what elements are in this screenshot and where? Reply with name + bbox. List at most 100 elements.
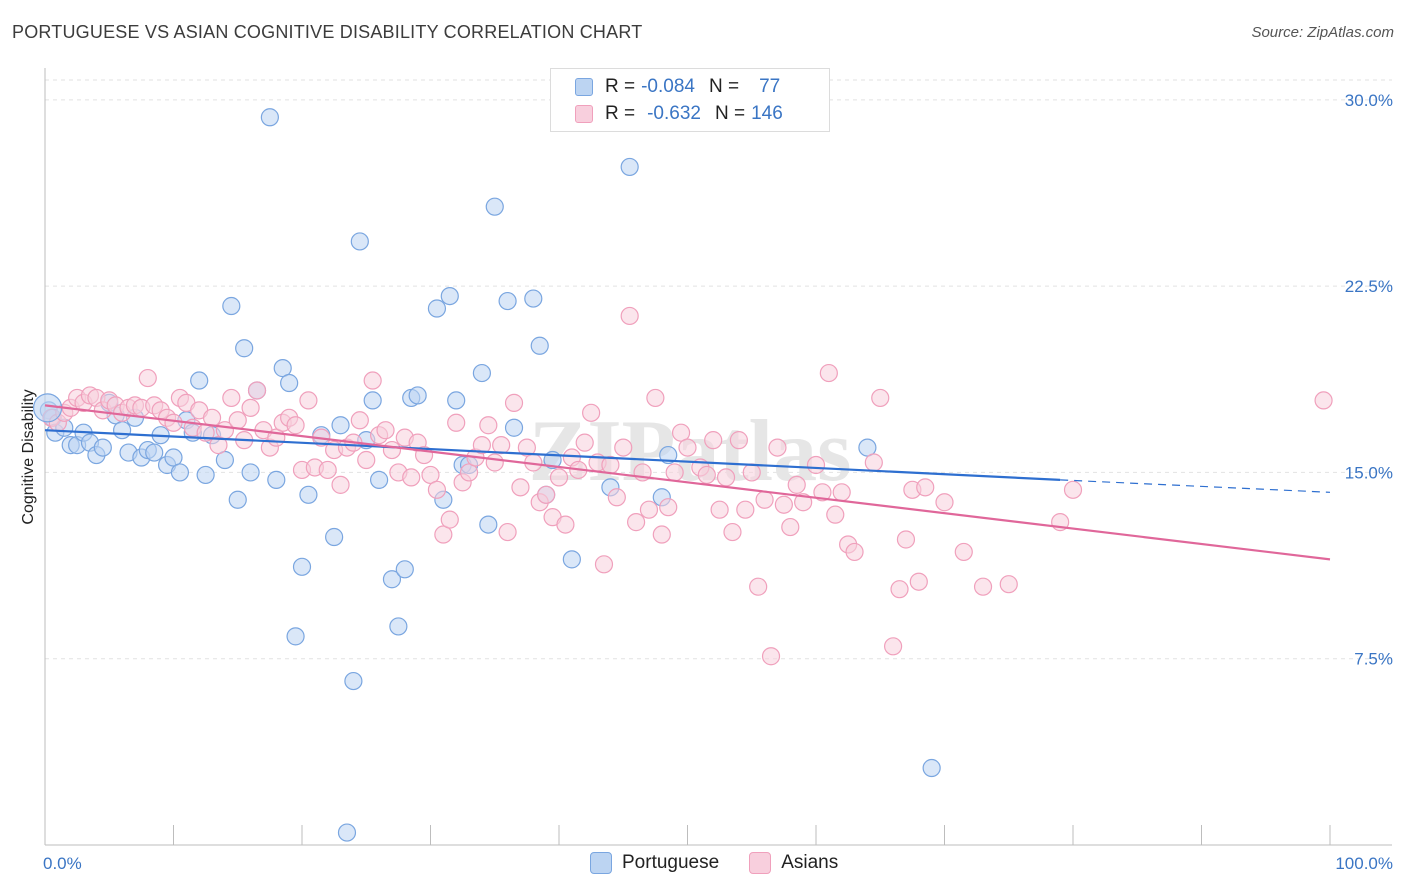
asians-point xyxy=(871,388,890,408)
legend-n-value-portuguese: 77 xyxy=(759,76,781,97)
asians-point xyxy=(427,480,447,499)
portuguese-point xyxy=(382,570,402,589)
asians-point xyxy=(883,637,903,656)
portuguese-point xyxy=(485,197,504,216)
portuguese-point xyxy=(299,485,318,504)
legend-item-portuguese[interactable]: Portuguese xyxy=(590,852,719,874)
asians-point xyxy=(511,478,530,497)
asians-point xyxy=(607,488,626,507)
asians-point xyxy=(665,463,684,482)
portuguese-point xyxy=(524,289,543,308)
asians-point xyxy=(845,542,864,562)
portuguese-point xyxy=(922,758,941,778)
asians-swatch xyxy=(575,105,593,123)
asians-point xyxy=(787,475,806,494)
asians-point xyxy=(678,438,697,457)
asians-point xyxy=(890,580,909,599)
portuguese-point xyxy=(479,515,498,534)
series-legend: Portuguese Asians xyxy=(590,852,868,874)
asians-point xyxy=(768,438,787,457)
portuguese-point xyxy=(325,527,344,547)
asians-point xyxy=(241,398,260,417)
portuguese-point xyxy=(408,386,427,405)
portuguese-point xyxy=(427,299,447,318)
portuguese-point xyxy=(235,339,254,358)
trend-lines xyxy=(44,404,1331,561)
portuguese-legend-label: Portuguese xyxy=(622,852,720,873)
asians-point xyxy=(697,465,716,485)
portuguese-trend-line xyxy=(44,429,1061,481)
portuguese-point xyxy=(389,617,408,636)
chart-title: PORTUGUESE VS ASIAN COGNITIVE DISABILITY… xyxy=(12,22,643,42)
asians-point xyxy=(222,388,241,408)
asians-point xyxy=(614,438,633,457)
asians-point xyxy=(935,493,954,512)
asians-point xyxy=(954,542,973,562)
legend-r-label: R = xyxy=(605,103,636,124)
asians-point xyxy=(537,485,556,504)
grid xyxy=(45,79,1392,660)
portuguese-point xyxy=(222,296,241,316)
portuguese-point xyxy=(498,291,517,311)
tick-labels: 7.5% 15.0% 22.5% 30.0% 0.0% 100.0% xyxy=(43,91,1393,873)
legend-r-value-portuguese: -0.084 xyxy=(641,76,695,97)
source-label: Source: ZipAtlas.com xyxy=(1251,24,1394,41)
asians-point xyxy=(498,522,517,542)
asians-point xyxy=(916,478,935,497)
legend-row-portuguese: R = -0.084 N = 77 xyxy=(575,74,794,100)
asians-point xyxy=(774,495,793,514)
portuguese-point xyxy=(620,157,639,177)
asians-point xyxy=(479,416,498,435)
asians-point xyxy=(626,513,646,532)
y-tick-label: 7.5% xyxy=(1354,650,1393,669)
portuguese-point xyxy=(228,490,247,509)
asians-point xyxy=(247,381,267,400)
asians-point xyxy=(620,306,639,326)
asians-point xyxy=(138,368,157,388)
portuguese-point xyxy=(145,443,164,462)
portuguese-point xyxy=(196,465,215,485)
asians-point xyxy=(363,371,382,390)
asians-point xyxy=(736,500,755,519)
legend-r-value-asians: -0.632 xyxy=(647,103,701,124)
portuguese-point xyxy=(395,560,414,579)
portuguese-point xyxy=(170,463,190,482)
asians-point xyxy=(909,572,928,591)
asians-point xyxy=(723,522,742,542)
asians-point xyxy=(806,455,826,475)
asians-point xyxy=(575,433,594,452)
asians-point xyxy=(376,421,395,440)
asians-point xyxy=(286,416,305,435)
asians-point xyxy=(729,431,749,450)
asians-point xyxy=(659,498,678,517)
legend-item-asians[interactable]: Asians xyxy=(749,852,838,874)
portuguese-legend-swatch xyxy=(590,852,612,874)
portuguese-point xyxy=(267,470,286,489)
portuguese-point xyxy=(659,445,678,465)
portuguese-point xyxy=(331,416,350,435)
portuguese-point xyxy=(112,421,132,440)
asians-point xyxy=(164,413,183,432)
portuguese-point xyxy=(350,232,369,251)
y-tick-label: 15.0% xyxy=(1345,463,1393,482)
legend: R = -0.084 N = 77 R = -0.632 N = 146 xyxy=(550,68,830,132)
asians-point xyxy=(646,388,665,408)
portuguese-point xyxy=(337,823,357,842)
asians-point xyxy=(318,460,337,480)
asians-point xyxy=(999,575,1018,594)
portuguese-trend-extension xyxy=(1060,479,1331,493)
portuguese-point xyxy=(280,373,299,393)
asians-point xyxy=(749,577,768,596)
asians-point xyxy=(864,453,883,472)
x-tick-label-end: 100.0% xyxy=(1335,854,1393,873)
portuguese-point xyxy=(260,108,279,127)
portuguese-point xyxy=(241,463,260,482)
asians-point xyxy=(755,490,774,509)
asians-point xyxy=(447,413,466,432)
asians-point xyxy=(440,510,459,529)
asians-point xyxy=(761,647,781,666)
data-points xyxy=(32,108,1333,842)
portuguese-point xyxy=(292,557,312,576)
portuguese-point xyxy=(472,363,491,383)
